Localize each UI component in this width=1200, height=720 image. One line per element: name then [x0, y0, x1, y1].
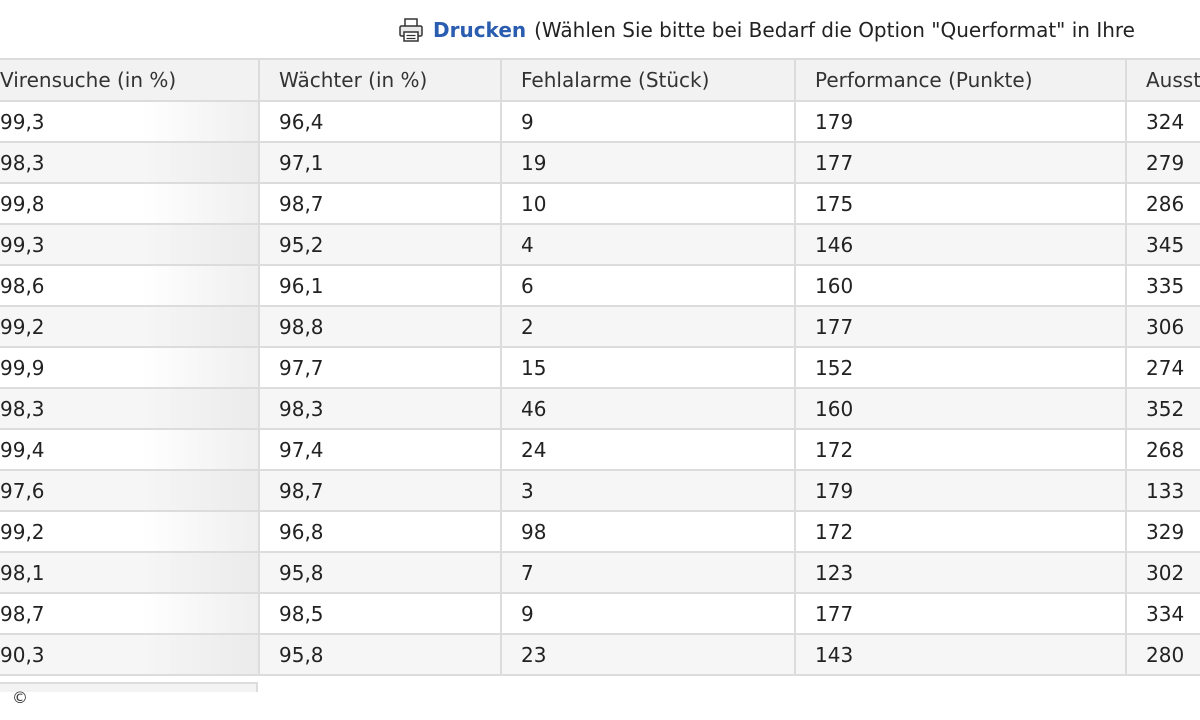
results-table: Virensuche (in %) Wächter (in %) Fehlala…	[0, 58, 1200, 676]
table-cell: 99,4	[0, 428, 260, 471]
column-header: Ausst	[1125, 58, 1200, 102]
table-cell: 98,5	[258, 592, 502, 635]
table-cell: 95,8	[258, 633, 502, 676]
table-row: 99,2 98,8 2 177 306	[0, 305, 1200, 348]
table-cell: 98,3	[258, 387, 502, 430]
table-cell: 98,6	[0, 264, 260, 307]
table-cell: 99,9	[0, 346, 260, 389]
table-cell: 179	[794, 469, 1127, 512]
table-cell: 98,7	[0, 592, 260, 635]
table-row: 99,2 96,8 98 172 329	[0, 510, 1200, 553]
table-cell: 7	[500, 551, 796, 594]
table-cell: 177	[794, 305, 1127, 348]
table-cell: 96,8	[258, 510, 502, 553]
table-cell: 96,4	[258, 100, 502, 143]
table-cell: 9	[500, 592, 796, 635]
table-cell: 2	[500, 305, 796, 348]
table-cell: 9	[500, 100, 796, 143]
table-cell: 46	[500, 387, 796, 430]
table-cell: 97,6	[0, 469, 260, 512]
table-row: 98,6 96,1 6 160 335	[0, 264, 1200, 307]
column-header: Fehlalarme (Stück)	[500, 58, 796, 102]
table-cell: 24	[500, 428, 796, 471]
table-cell: 280	[1125, 633, 1200, 676]
table-cell: 133	[1125, 469, 1200, 512]
table-cell: 324	[1125, 100, 1200, 143]
header-row: Virensuche (in %) Wächter (in %) Fehlala…	[0, 58, 1200, 102]
table-cell: 334	[1125, 592, 1200, 635]
table-row: 98,3 98,3 46 160 352	[0, 387, 1200, 430]
table-cell: 15	[500, 346, 796, 389]
table-cell: 98,3	[0, 387, 260, 430]
table-row: 98,1 95,8 7 123 302	[0, 551, 1200, 594]
table-row: 90,3 95,8 23 143 280	[0, 633, 1200, 676]
table-row: 99,8 98,7 10 175 286	[0, 182, 1200, 225]
table-cell: 335	[1125, 264, 1200, 307]
table-cell: 97,1	[258, 141, 502, 184]
table-cell: 98,7	[258, 182, 502, 225]
copyright-mark: ©	[12, 688, 28, 707]
table-cell: 19	[500, 141, 796, 184]
table-row: 98,3 97,1 19 177 279	[0, 141, 1200, 184]
table-cell: 99,3	[0, 223, 260, 266]
table-cell: 306	[1125, 305, 1200, 348]
table-cell: 177	[794, 141, 1127, 184]
print-hint: (Wählen Sie bitte bei Bedarf die Option …	[534, 18, 1135, 42]
table-cell: 99,2	[0, 305, 260, 348]
table-cell: 95,2	[258, 223, 502, 266]
table-cell: 279	[1125, 141, 1200, 184]
table-cell: 329	[1125, 510, 1200, 553]
table-cell: 123	[794, 551, 1127, 594]
table-cell: 302	[1125, 551, 1200, 594]
table-cell: 97,4	[258, 428, 502, 471]
table-cell: 90,3	[0, 633, 260, 676]
table-cell: 98	[500, 510, 796, 553]
table-cell: 98,7	[258, 469, 502, 512]
table-cell: 352	[1125, 387, 1200, 430]
table-row: 99,3 95,2 4 146 345	[0, 223, 1200, 266]
table-cell: 152	[794, 346, 1127, 389]
table-cell: 98,3	[0, 141, 260, 184]
print-link[interactable]: Drucken	[433, 18, 527, 42]
table-cell: 274	[1125, 346, 1200, 389]
table-row: 98,7 98,5 9 177 334	[0, 592, 1200, 635]
table-cell: 143	[794, 633, 1127, 676]
table-row: 97,6 98,7 3 179 133	[0, 469, 1200, 512]
column-header: Performance (Punkte)	[794, 58, 1127, 102]
table-row: 99,4 97,4 24 172 268	[0, 428, 1200, 471]
table-row: 99,9 97,7 15 152 274	[0, 346, 1200, 389]
printer-icon[interactable]	[398, 17, 424, 43]
table-cell: 160	[794, 387, 1127, 430]
table-cell: 99,2	[0, 510, 260, 553]
column-header: Virensuche (in %)	[0, 58, 260, 102]
results-table-container: Virensuche (in %) Wächter (in %) Fehlala…	[0, 58, 1200, 692]
table-cell: 97,7	[258, 346, 502, 389]
table-cell: 268	[1125, 428, 1200, 471]
table-cell: 4	[500, 223, 796, 266]
table-cell: 98,8	[258, 305, 502, 348]
table-cell: 286	[1125, 182, 1200, 225]
table-cell: 99,8	[0, 182, 260, 225]
table-cell: 6	[500, 264, 796, 307]
table-row: 99,3 96,4 9 179 324	[0, 100, 1200, 143]
print-bar: Drucken (Wählen Sie bitte bei Bedarf die…	[398, 14, 1135, 46]
table-cell: 3	[500, 469, 796, 512]
column-header: Wächter (in %)	[258, 58, 502, 102]
table-cell: 175	[794, 182, 1127, 225]
table-cell: 99,3	[0, 100, 260, 143]
table-cell: 146	[794, 223, 1127, 266]
table-cell: 172	[794, 510, 1127, 553]
table-footer-stub	[0, 682, 258, 692]
table-cell: 177	[794, 592, 1127, 635]
table-cell: 95,8	[258, 551, 502, 594]
table-cell: 23	[500, 633, 796, 676]
table-cell: 172	[794, 428, 1127, 471]
table-cell: 179	[794, 100, 1127, 143]
table-cell: 160	[794, 264, 1127, 307]
table-cell: 345	[1125, 223, 1200, 266]
table-cell: 10	[500, 182, 796, 225]
table-cell: 96,1	[258, 264, 502, 307]
table-cell: 98,1	[0, 551, 260, 594]
